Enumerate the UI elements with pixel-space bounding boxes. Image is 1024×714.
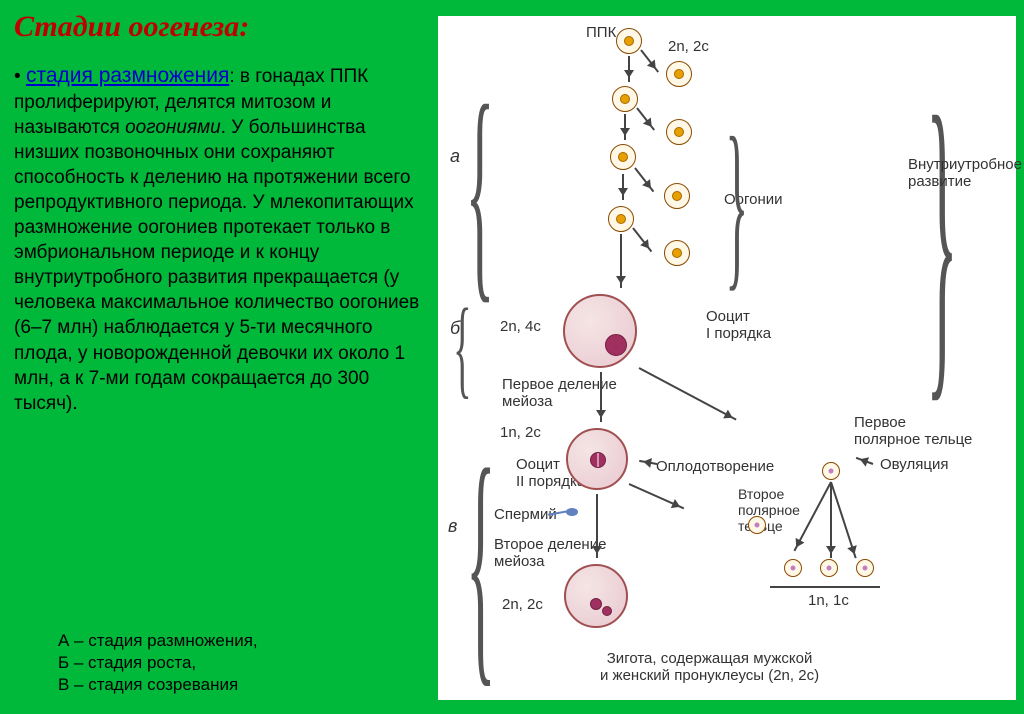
arrow bbox=[596, 494, 598, 558]
subtitle: стадия размножения bbox=[26, 64, 229, 87]
ppk-label: ППК bbox=[586, 24, 616, 41]
arrow bbox=[640, 49, 659, 72]
arrow bbox=[636, 107, 655, 130]
oocyte1-label: Ооцит I порядка bbox=[706, 308, 771, 342]
oogonium-cell bbox=[610, 144, 636, 170]
oogonium-cell bbox=[664, 183, 690, 209]
polar-body-cell bbox=[748, 516, 766, 534]
divider bbox=[770, 586, 880, 588]
arrow bbox=[634, 167, 654, 192]
arrow bbox=[639, 460, 657, 465]
arrow bbox=[600, 372, 602, 422]
oogonium-cell bbox=[616, 28, 642, 54]
arrow bbox=[632, 227, 652, 252]
body-italic: оогониями bbox=[125, 117, 221, 138]
arrow bbox=[830, 482, 832, 558]
body-p2: . У большинства низших позвоночных они с… bbox=[14, 117, 419, 414]
brace-oogonii: } bbox=[725, 96, 748, 311]
oocyte-2-cell bbox=[566, 428, 628, 490]
arrow bbox=[629, 483, 685, 509]
arrow bbox=[620, 234, 622, 288]
page-title: Стадии оогенеза: bbox=[14, 10, 432, 44]
oogonium-cell bbox=[666, 119, 692, 145]
sperm-icon bbox=[566, 508, 578, 516]
polar-body-cell bbox=[856, 559, 874, 577]
ploidy-2n2c-b: 2n, 2c bbox=[502, 596, 543, 613]
brace-b: { bbox=[453, 284, 471, 411]
oogonium-cell bbox=[666, 61, 692, 87]
legend-c: В – стадия созревания bbox=[58, 674, 258, 696]
legend-b: Б – стадия роста, bbox=[58, 652, 258, 674]
ploidy-2n2c: 2n, 2c bbox=[668, 38, 709, 55]
bullet: • bbox=[14, 66, 26, 87]
arrow bbox=[628, 56, 630, 82]
polar-body-cell bbox=[820, 559, 838, 577]
ovulation-label: Овуляция bbox=[880, 456, 948, 473]
zygote-cell bbox=[564, 564, 628, 628]
arrow bbox=[856, 457, 874, 465]
polar-body-cell bbox=[784, 559, 802, 577]
stage-b-label: б bbox=[450, 318, 460, 339]
oogonium-cell bbox=[608, 206, 634, 232]
ploidy-1n1c: 1n, 1c bbox=[808, 592, 849, 609]
oogonium-cell bbox=[612, 86, 638, 112]
zygote-label: Зигота, содержащая мужской и женский про… bbox=[600, 650, 819, 684]
arrow bbox=[624, 114, 626, 140]
stage-a-label: а bbox=[450, 146, 460, 167]
legend-a: А – стадия размножения, bbox=[58, 630, 258, 652]
ploidy-2n4c: 2n, 4c bbox=[500, 318, 541, 335]
ploidy-1n2c: 1n, 2c bbox=[500, 424, 541, 441]
intrauterine-label: Внутриутробное развитие bbox=[908, 156, 1022, 190]
oocyte-1-cell bbox=[563, 294, 637, 368]
brace-v: { bbox=[466, 411, 496, 714]
oogonium-cell bbox=[664, 240, 690, 266]
oogenesis-diagram: { а { б { в } ППК 2n, 2c Оогонии Внутриу… bbox=[438, 16, 1016, 700]
legend: А – стадия размножения, Б – стадия роста… bbox=[58, 630, 258, 696]
brace-intrauterine: } bbox=[926, 40, 958, 437]
polar1-label: Первое полярное тельце bbox=[854, 414, 972, 448]
arrow bbox=[639, 367, 737, 420]
fertilization-label: Оплодотворение bbox=[656, 458, 774, 475]
arrow bbox=[622, 174, 624, 200]
stage-v-label: в bbox=[448, 516, 457, 537]
polar-body-cell bbox=[822, 462, 840, 480]
body-text: • стадия размножения: в гонадах ППК прол… bbox=[14, 62, 432, 416]
